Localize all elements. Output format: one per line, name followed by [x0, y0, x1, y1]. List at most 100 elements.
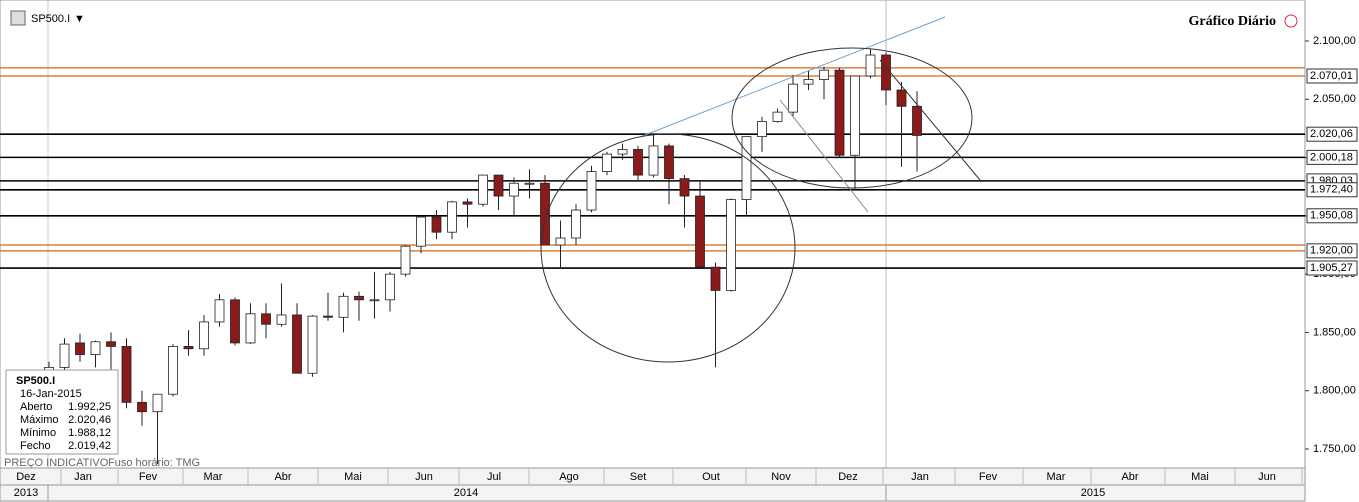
trend-line: [639, 16, 946, 138]
info-label: Máximo: [20, 414, 59, 426]
candle-body: [850, 75, 860, 156]
level-label: 2.000,18: [1310, 151, 1353, 163]
candle-body: [261, 313, 271, 325]
candle-body: [431, 216, 442, 233]
month-label: Ago: [559, 471, 579, 483]
level-label: 2.070,01: [1310, 70, 1353, 82]
year-label: 2013: [14, 487, 38, 499]
level-label-box: [1306, 126, 1358, 142]
level-label-box: [1306, 260, 1358, 276]
plot-area: [0, 0, 1306, 469]
candle-body: [726, 199, 736, 291]
candle-body: [323, 315, 333, 318]
month-label: Abr: [274, 471, 291, 483]
info-label: Aberto: [20, 401, 52, 413]
month-label: Dez: [16, 471, 36, 483]
month-label: Mar: [204, 471, 223, 483]
info-value: 1.988,12: [68, 427, 111, 439]
candle-body: [819, 69, 829, 80]
trend-line: [879, 59, 981, 181]
candle-body: [803, 79, 814, 85]
ellipse: [731, 47, 973, 189]
level-label-box: [1306, 208, 1358, 224]
level-label-box: [1306, 68, 1358, 84]
trend-line: [779, 99, 869, 213]
candle-body: [121, 346, 132, 403]
candle-body: [59, 343, 70, 368]
candle-body: [509, 182, 519, 197]
level-label: 1.950,08: [1310, 210, 1353, 222]
info-label: Mínimo: [20, 427, 56, 439]
candle-body: [183, 346, 194, 350]
month-label: Mai: [1191, 471, 1209, 483]
month-label: Jul: [487, 471, 501, 483]
clock-icon[interactable]: [1284, 14, 1298, 28]
symbol[interactable]: SP500.I: [31, 13, 70, 25]
info-box: [5, 369, 119, 455]
month-label: Fev: [139, 471, 158, 483]
month-label: Mai: [344, 471, 362, 483]
month-label: Jan: [74, 471, 92, 483]
month-label: Out: [702, 471, 720, 483]
candle-body: [462, 201, 473, 205]
symbol-icon[interactable]: [10, 10, 26, 26]
candle-body: [416, 216, 426, 247]
candle-body: [168, 346, 178, 395]
candle-body: [881, 54, 891, 91]
month-label: Abr: [1121, 471, 1138, 483]
annotations: [540, 16, 981, 363]
candle-body: [106, 341, 116, 347]
month-label: Jun: [1258, 471, 1276, 483]
candle-body: [199, 321, 209, 350]
candle-body: [555, 237, 566, 246]
candle-body: [571, 209, 581, 239]
level-label-box: [1306, 243, 1358, 259]
info-date: 16-Jan-2015: [20, 388, 82, 400]
candle-body: [307, 315, 318, 374]
chart-title: Gráfico Diário: [1189, 14, 1276, 29]
candle-body: [137, 401, 147, 413]
dropdown[interactable]: ▼: [74, 13, 85, 25]
candle-body: [354, 295, 364, 301]
candle-body: [230, 299, 240, 344]
info-value: 2.020,46: [68, 414, 111, 426]
candle-body: [664, 145, 674, 179]
candle-body: [741, 136, 752, 200]
candle-body: [540, 182, 550, 246]
year-label: 2015: [1081, 487, 1105, 499]
y-tick-label: 1.850,00: [1313, 326, 1356, 338]
candle-body: [385, 273, 395, 301]
candle-body: [245, 313, 256, 344]
y-tick-label: 2.100,00: [1313, 35, 1356, 47]
y-tick-label: 1.800,00: [1313, 385, 1356, 397]
info-label: Fecho: [20, 440, 51, 452]
candle-body: [493, 174, 504, 197]
candle-body: [292, 314, 302, 374]
candle-body: [447, 201, 457, 233]
candle-body: [586, 171, 597, 211]
y-tick-label: 1.750,00: [1313, 443, 1356, 455]
info-value: 1.992,25: [68, 401, 111, 413]
candle-body: [75, 342, 85, 355]
candle-body: [865, 54, 876, 77]
candle-body: [338, 295, 349, 318]
candle-body: [679, 178, 690, 197]
candle-body: [912, 105, 922, 136]
ellipse: [540, 133, 796, 363]
candle-body: [896, 89, 907, 107]
month-label: Nov: [771, 471, 791, 483]
candle-body: [695, 195, 705, 268]
candle-body: [524, 182, 535, 185]
candle-body: [369, 299, 380, 302]
candle-body: [152, 393, 163, 413]
candle-body: [214, 299, 225, 323]
level-label: 2.020,06: [1310, 128, 1353, 140]
level-label: 1.905,27: [1310, 262, 1353, 274]
candle-body: [648, 145, 659, 176]
candle-body: [276, 314, 287, 325]
candle-body: [788, 83, 798, 113]
candle-body: [757, 121, 767, 138]
footer-timezone: Fuso horário: TMG: [108, 457, 200, 469]
month-label: Fev: [979, 471, 998, 483]
